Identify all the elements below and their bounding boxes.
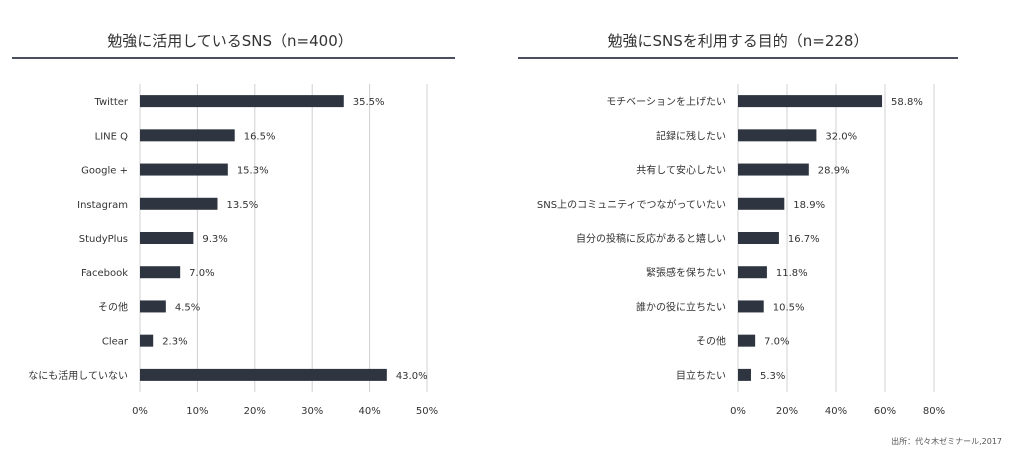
bar-value-label: 15.3%	[237, 166, 269, 177]
x-tick-label: 0%	[730, 406, 746, 417]
bar	[140, 129, 235, 142]
x-tick-label: 60%	[874, 406, 896, 417]
category-label: LINE Q	[95, 131, 128, 142]
category-label: 緊張感を保ちたい	[646, 266, 726, 279]
bar	[738, 266, 767, 279]
category-label: Instagram	[77, 200, 128, 211]
bar-value-label: 58.8%	[891, 97, 923, 108]
bar-value-label: 5.3%	[760, 371, 785, 382]
category-label: Twitter	[93, 97, 128, 108]
bar-chart-sns-usage: 0% 10% 20% 30% 40% 50% Twitter 35.5% LINE Q 16.5%…	[28, 84, 438, 417]
x-tick-label: 40%	[825, 406, 847, 417]
bar	[140, 163, 228, 176]
bar	[140, 95, 344, 108]
bar-value-label: 11.8%	[776, 268, 808, 279]
bar	[738, 368, 751, 381]
bar	[140, 232, 194, 244]
x-tick-label: 30%	[301, 406, 323, 417]
category-label: その他	[696, 335, 726, 348]
bar-value-label: 7.0%	[189, 268, 214, 279]
bar	[738, 197, 785, 210]
bar	[140, 197, 218, 210]
bar	[738, 163, 809, 176]
x-tick-label: 0%	[132, 406, 148, 417]
category-label: なにも活用していない	[28, 370, 128, 382]
bar	[738, 232, 779, 244]
bar	[140, 266, 181, 279]
chart-panel-sns-purpose: 勉強にSNSを利用する目的（n=228） 0% 20% 40% 60% 80% モチベーシ…	[500, 0, 1024, 430]
bar-value-label: 9.3%	[202, 234, 227, 245]
chart-title: 勉強にSNSを利用する目的（n=228）	[607, 32, 869, 50]
category-label: 記録に残したい	[656, 129, 726, 142]
title-divider	[12, 57, 455, 59]
category-label: SNS上のコミュニティでつながっていたい	[537, 198, 726, 211]
category-label: Clear	[102, 337, 129, 348]
category-label: 自分の投稿に反応があると嬉しい	[576, 232, 726, 245]
x-tick-label: 40%	[358, 406, 380, 417]
category-label: モチベーションを上げたい	[606, 96, 726, 108]
bar-value-label: 32.0%	[825, 131, 857, 142]
bar-chart-sns-purpose: 0% 20% 40% 60% 80% モチベーションを上げたい 58.8% 記録に残したい 32…	[537, 84, 945, 417]
bar-value-label: 16.5%	[244, 131, 276, 142]
bar-value-label: 2.3%	[162, 337, 187, 348]
bar	[738, 300, 764, 313]
x-tick-label: 50%	[416, 406, 438, 417]
bar	[738, 334, 756, 347]
bar	[140, 368, 387, 381]
bar-value-label: 16.7%	[788, 234, 820, 245]
bar	[738, 129, 817, 142]
category-label: 共有して安心したい	[636, 164, 726, 177]
category-label: 誰かの役に立ちたい	[636, 300, 726, 313]
x-tick-label: 20%	[244, 406, 266, 417]
bar-value-label: 18.9%	[793, 200, 825, 211]
bar-value-label: 4.5%	[175, 302, 200, 313]
category-label: その他	[98, 300, 128, 313]
x-tick-label: 80%	[923, 406, 945, 417]
bar-value-label: 10.5%	[773, 302, 805, 313]
bar-value-label: 35.5%	[353, 97, 385, 108]
bar-value-label: 43.0%	[396, 371, 428, 382]
chart-panel-sns-usage: 勉強に活用しているSNS（n=400） 0% 10% 20% 30% 40% 50% Twi…	[0, 0, 470, 430]
category-label: Google +	[81, 166, 128, 177]
bar-value-label: 7.0%	[764, 337, 789, 348]
chart-title: 勉強に活用しているSNS（n=400）	[107, 32, 353, 50]
category-label: Facebook	[81, 268, 128, 279]
x-tick-label: 20%	[776, 406, 798, 417]
x-tick-label: 10%	[186, 406, 208, 417]
bar-value-label: 13.5%	[226, 200, 258, 211]
title-divider	[518, 57, 958, 59]
category-label: StudyPlus	[79, 234, 128, 245]
bar-value-label: 28.9%	[818, 166, 850, 177]
bar	[738, 95, 883, 108]
bar	[140, 334, 154, 347]
source-note: 出所：代々木ゼミナール,2017	[891, 437, 1002, 446]
category-label: 目立ちたい	[676, 369, 726, 382]
bar	[140, 300, 166, 313]
